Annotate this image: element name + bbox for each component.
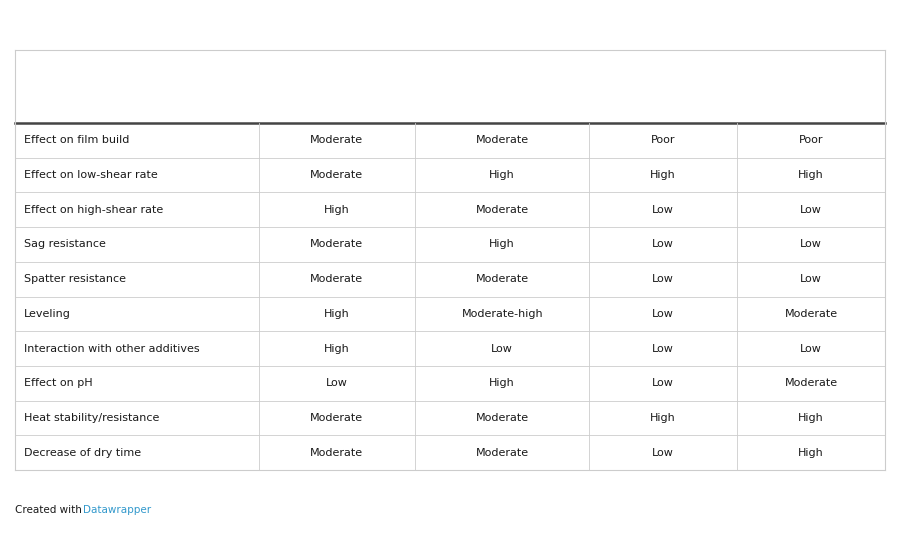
Text: Moderate: Moderate xyxy=(310,135,364,145)
Text: Moderate: Moderate xyxy=(310,413,364,423)
Text: High: High xyxy=(324,344,350,354)
Text: Decrease of dry time: Decrease of dry time xyxy=(23,448,140,458)
Text: Low: Low xyxy=(326,378,347,388)
Text: Effect on pH: Effect on pH xyxy=(23,378,93,388)
Text: Low: Low xyxy=(800,205,822,214)
Text: Poor: Poor xyxy=(651,135,675,145)
Text: Low: Low xyxy=(800,344,822,354)
Text: Spatter resistance: Spatter resistance xyxy=(23,274,126,284)
Text: High: High xyxy=(798,170,824,180)
Text: High: High xyxy=(798,448,824,458)
Text: Poor: Poor xyxy=(799,135,824,145)
Text: Moderate: Moderate xyxy=(475,448,529,458)
Text: Created with: Created with xyxy=(15,505,86,515)
Text: Moderate: Moderate xyxy=(475,274,529,284)
Text: Effect on low-shear rate: Effect on low-shear rate xyxy=(23,170,158,180)
Text: High: High xyxy=(798,413,824,423)
Text: Low: Low xyxy=(652,378,674,388)
Text: Moderate: Moderate xyxy=(310,448,364,458)
Text: Associative: Associative xyxy=(302,101,373,111)
Text: High: High xyxy=(324,309,350,319)
Text: Low: Low xyxy=(652,205,674,214)
Text: Alkali-Swellable: Alkali-Swellable xyxy=(453,101,552,111)
Text: Heat stability/resistance: Heat stability/resistance xyxy=(23,413,159,423)
Text: Moderate: Moderate xyxy=(475,413,529,423)
Text: Moderate: Moderate xyxy=(310,274,364,284)
Text: Moderate: Moderate xyxy=(310,170,364,180)
Text: Datawrapper: Datawrapper xyxy=(83,505,150,515)
Text: Moderate: Moderate xyxy=(785,378,838,388)
Text: High: High xyxy=(651,413,676,423)
Text: Thickener Properties: Thickener Properties xyxy=(368,62,532,76)
Text: Low: Low xyxy=(800,239,822,250)
Text: Low: Low xyxy=(491,344,513,354)
Text: Cellulosic: Cellulosic xyxy=(634,101,693,111)
Text: Sag resistance: Sag resistance xyxy=(23,239,105,250)
Text: Moderate-high: Moderate-high xyxy=(462,309,543,319)
Text: High: High xyxy=(490,170,515,180)
Text: Rheological Additives: Rheological Additives xyxy=(23,101,158,111)
Text: Interaction with other additives: Interaction with other additives xyxy=(23,344,199,354)
Text: Low: Low xyxy=(652,309,674,319)
Text: Moderate: Moderate xyxy=(475,135,529,145)
Text: Low: Low xyxy=(652,344,674,354)
Text: High: High xyxy=(490,239,515,250)
Text: Moderate: Moderate xyxy=(475,205,529,214)
Text: Clay: Clay xyxy=(798,101,824,111)
Text: Low: Low xyxy=(652,448,674,458)
Text: Low: Low xyxy=(800,274,822,284)
Text: Moderate: Moderate xyxy=(310,239,364,250)
Text: Moderate: Moderate xyxy=(785,309,838,319)
Text: High: High xyxy=(324,205,350,214)
Text: High: High xyxy=(490,378,515,388)
Text: High: High xyxy=(651,170,676,180)
Text: Leveling: Leveling xyxy=(23,309,70,319)
Text: Low: Low xyxy=(652,274,674,284)
Text: Effect on high-shear rate: Effect on high-shear rate xyxy=(23,205,163,214)
Text: Low: Low xyxy=(652,239,674,250)
Text: Effect on film build: Effect on film build xyxy=(23,135,129,145)
